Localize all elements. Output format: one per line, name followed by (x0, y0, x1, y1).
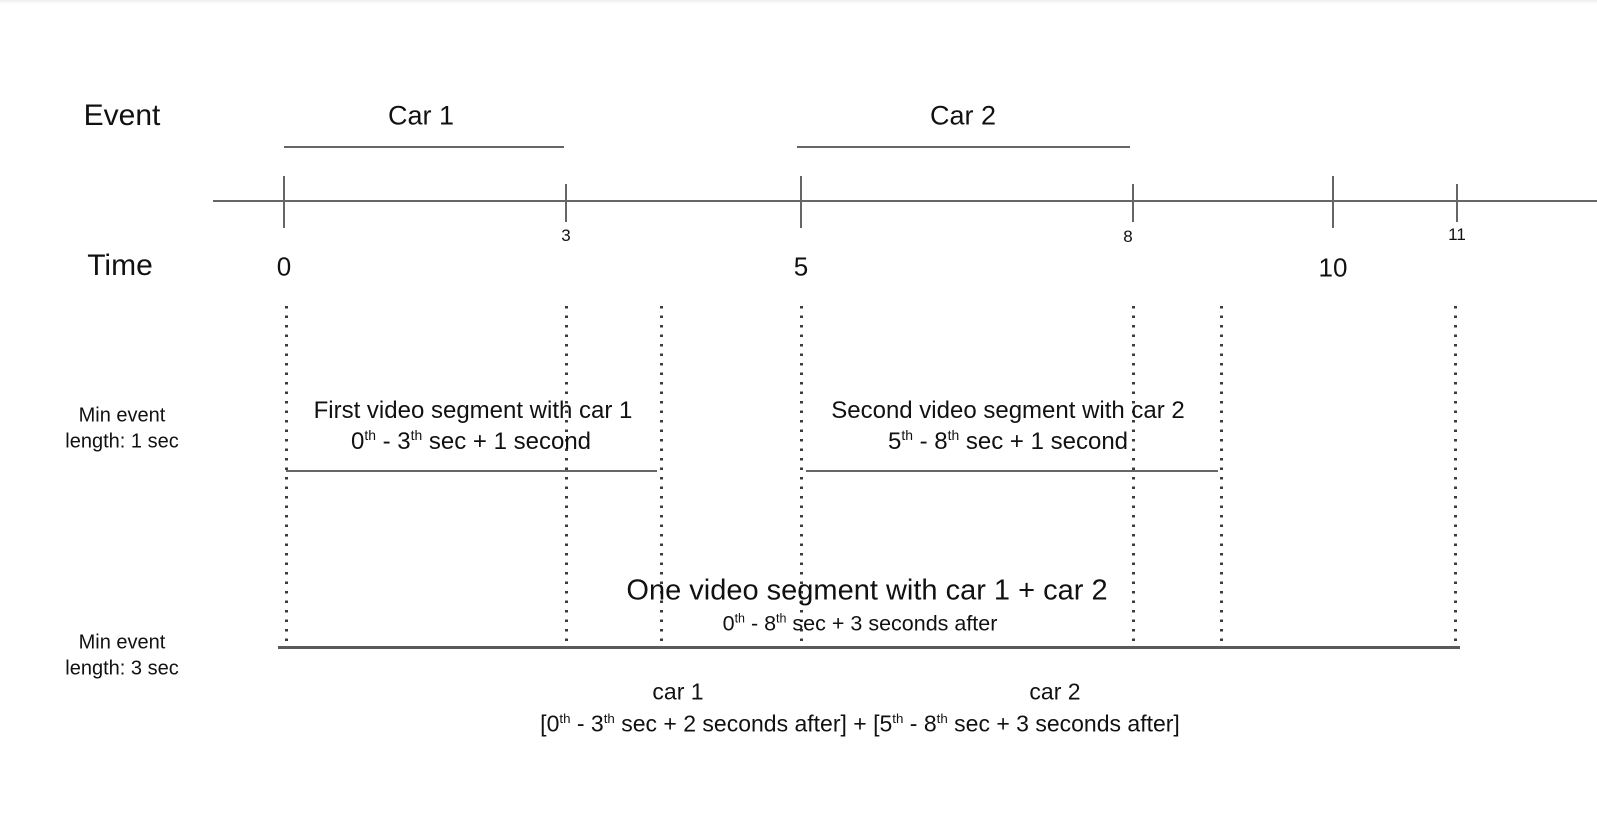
tick-label-8: 8 (1123, 227, 1133, 246)
combined-segment-span-line (278, 646, 1460, 649)
event-car1-label: Car 1 (387, 100, 455, 131)
min-event-1sec-label-line1: Min event (78, 404, 166, 427)
event-car2-label: Car 2 (929, 100, 997, 131)
combined-segment-title: One video segment with car 1 + car 2 (626, 574, 1108, 607)
tick-10 (1332, 176, 1334, 228)
dotted-guide-3 (565, 306, 568, 646)
formula-car2-label: car 2 (1029, 678, 1081, 705)
tick-11 (1456, 184, 1458, 222)
event-car2-span-line (797, 146, 1130, 148)
second-segment-detail: 5th - 8th sec + 1 second (887, 427, 1129, 455)
combined-formula: [0th - 3th sec + 2 seconds after] + [5th… (540, 710, 1180, 737)
second-segment-title: Second video segment with car 2 (831, 397, 1185, 424)
tick-8 (1132, 184, 1134, 222)
tick-label-10: 10 (1318, 252, 1348, 283)
min-event-3sec-label-line1: Min event (78, 631, 166, 654)
tick-label-0: 0 (276, 251, 292, 282)
combined-segment-detail: 0th - 8th sec + 3 seconds after (722, 611, 998, 636)
min-event-3sec-label-line2: length: 3 sec (65, 657, 179, 680)
tick-0 (283, 176, 285, 228)
event-row-label: Event (83, 99, 161, 132)
time-axis-line (213, 200, 1597, 202)
time-row-label: Time (87, 249, 153, 282)
dotted-guide-9 (1220, 306, 1223, 646)
tick-label-3: 3 (561, 226, 571, 245)
tick-5 (800, 176, 802, 228)
tick-label-5: 5 (793, 251, 809, 282)
first-segment-detail: 0th - 3th sec + 1 second (350, 427, 592, 455)
formula-car1-label: car 1 (652, 678, 704, 705)
dotted-guide-11 (1454, 306, 1457, 646)
dotted-guide-0 (285, 306, 288, 646)
dotted-guide-4 (660, 306, 663, 646)
tick-3 (565, 184, 567, 222)
dotted-guide-8 (1132, 306, 1135, 646)
second-segment-span-line (806, 470, 1218, 472)
tick-label-11: 11 (1448, 225, 1466, 244)
first-segment-title: First video segment with car 1 (313, 397, 633, 424)
dotted-guide-5 (800, 306, 803, 646)
window-top-edge (0, 0, 1597, 4)
min-event-1sec-label-line2: length: 1 sec (65, 430, 179, 453)
first-segment-span-line (286, 470, 657, 472)
event-car1-span-line (284, 146, 564, 148)
